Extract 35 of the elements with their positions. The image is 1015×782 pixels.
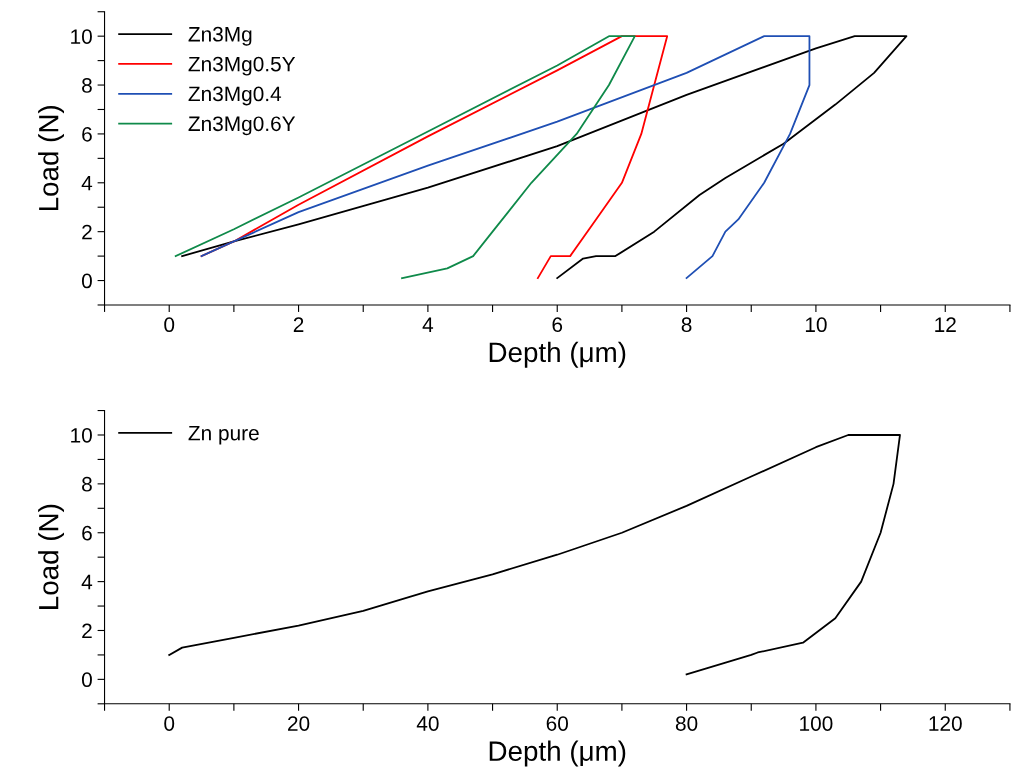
y-tick-label: 6 <box>82 126 92 142</box>
y-tick-label: 2 <box>82 224 92 240</box>
x-tick-label: 80 <box>675 716 698 731</box>
x-tick-label: 120 <box>929 716 962 731</box>
y-tick-label: 8 <box>82 78 92 93</box>
x-tick-label: 6 <box>552 317 563 333</box>
y-tick-label: 4 <box>81 176 93 191</box>
y-tick-label: 0 <box>81 672 92 688</box>
legend-label: Zn pure <box>188 425 259 445</box>
legend-label: Zn3Mg0.5Y <box>188 56 296 76</box>
y-tick-label: 6 <box>82 525 92 541</box>
x-tick-label: 40 <box>416 716 439 731</box>
x-tick-label: 12 <box>935 317 956 332</box>
y-tick-label: 10 <box>71 427 92 443</box>
y-axis-title: Load (N) <box>38 106 64 211</box>
legend-label: Zn3Mg0.4 <box>188 86 282 106</box>
y-axis-title: Load (N) <box>38 504 64 609</box>
legend-label: Zn3Mg <box>188 26 252 46</box>
x-axis-title: Depth (μm) <box>489 740 626 767</box>
x-tick-label: 20 <box>288 716 310 731</box>
y-tick-label: 4 <box>81 574 93 590</box>
y-tick-label: 8 <box>82 476 92 492</box>
x-tick-label: 100 <box>800 716 833 731</box>
legend-label: Zn3Mg0.6Y <box>188 116 296 136</box>
y-tick-label: 0 <box>81 273 92 289</box>
x-tick-label: 10 <box>805 317 827 333</box>
x-axis-title: Depth (μm) <box>489 341 626 368</box>
x-tick-label: 4 <box>422 317 434 332</box>
y-tick-label: 2 <box>82 623 92 639</box>
y-tick-label: 10 <box>71 29 92 44</box>
x-tick-label: 60 <box>546 716 569 731</box>
x-tick-label: 8 <box>681 317 692 333</box>
x-tick-label: 0 <box>164 716 175 731</box>
x-tick-label: 0 <box>164 317 175 333</box>
x-tick-label: 2 <box>293 317 304 332</box>
